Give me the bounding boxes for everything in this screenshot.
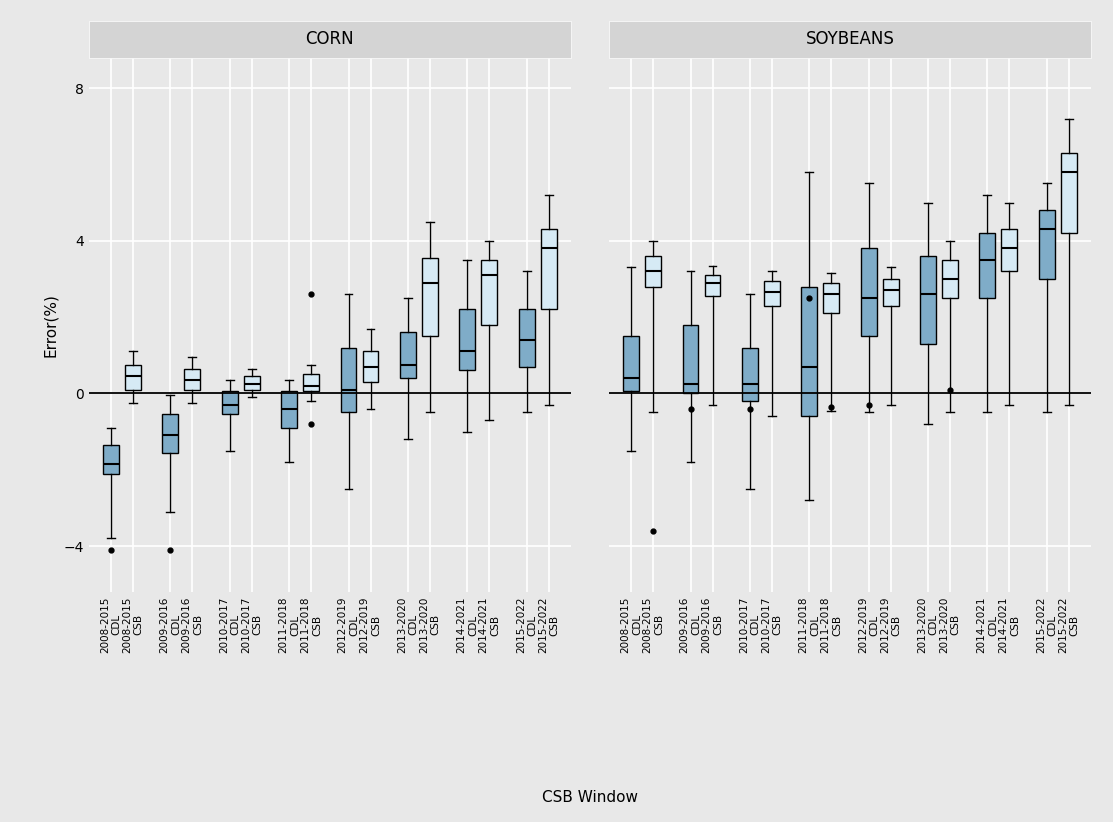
PathPatch shape <box>400 332 416 378</box>
PathPatch shape <box>422 258 437 336</box>
PathPatch shape <box>104 445 119 473</box>
PathPatch shape <box>623 336 639 391</box>
PathPatch shape <box>824 283 839 313</box>
PathPatch shape <box>860 248 877 336</box>
PathPatch shape <box>705 275 720 296</box>
PathPatch shape <box>541 229 556 309</box>
PathPatch shape <box>942 260 958 298</box>
PathPatch shape <box>801 287 817 416</box>
PathPatch shape <box>460 309 475 371</box>
PathPatch shape <box>764 281 780 306</box>
PathPatch shape <box>742 348 758 401</box>
PathPatch shape <box>363 352 378 382</box>
PathPatch shape <box>979 233 995 298</box>
PathPatch shape <box>303 374 319 391</box>
PathPatch shape <box>920 256 936 344</box>
PathPatch shape <box>185 368 200 390</box>
Text: CSB Window: CSB Window <box>542 790 638 805</box>
Text: CORN: CORN <box>306 30 354 48</box>
PathPatch shape <box>282 391 297 427</box>
PathPatch shape <box>1061 153 1076 233</box>
PathPatch shape <box>1002 229 1017 271</box>
PathPatch shape <box>481 260 498 325</box>
PathPatch shape <box>1038 210 1055 279</box>
PathPatch shape <box>341 348 356 413</box>
Text: SOYBEANS: SOYBEANS <box>806 30 895 48</box>
PathPatch shape <box>162 414 178 453</box>
PathPatch shape <box>244 376 259 390</box>
PathPatch shape <box>883 279 898 306</box>
PathPatch shape <box>519 309 534 367</box>
PathPatch shape <box>682 325 699 394</box>
PathPatch shape <box>125 365 141 390</box>
Y-axis label: Error(%): Error(%) <box>43 293 58 357</box>
PathPatch shape <box>646 256 661 287</box>
PathPatch shape <box>221 391 238 414</box>
